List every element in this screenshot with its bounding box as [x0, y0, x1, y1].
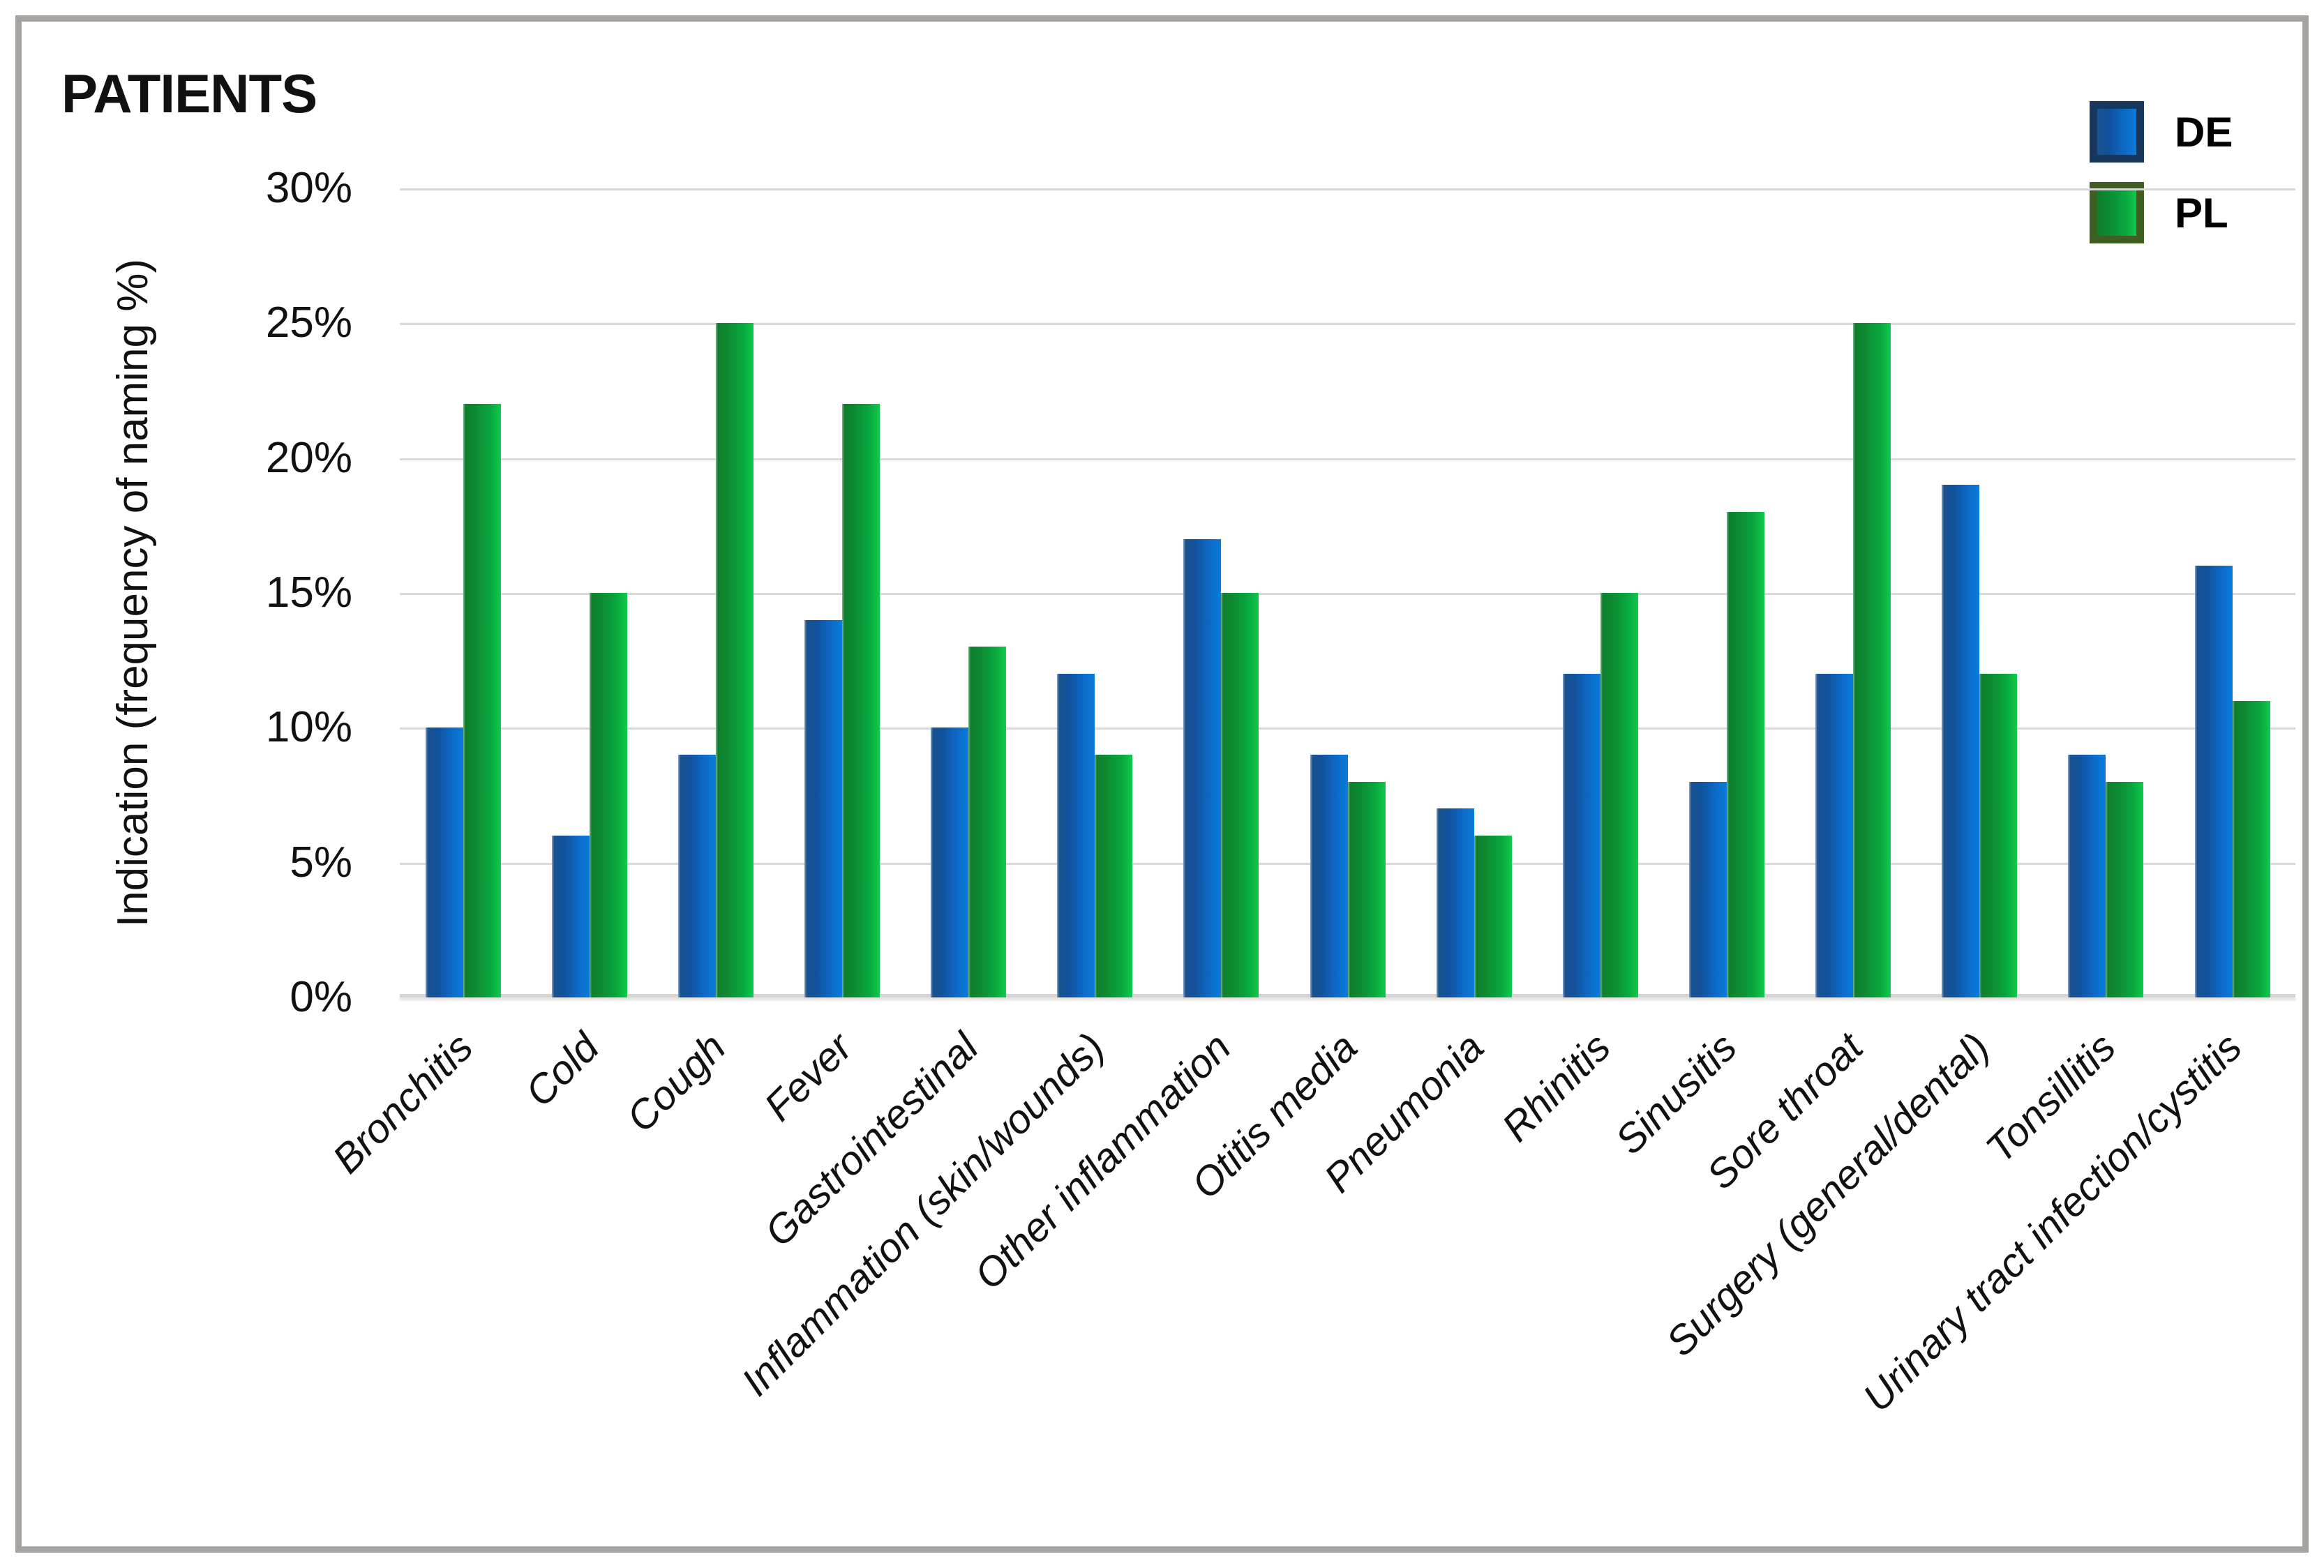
- gridline: [400, 188, 2295, 190]
- y-tick-label: 0%: [290, 973, 352, 1021]
- bar-pl: [1347, 781, 1386, 997]
- bar-de: [1057, 674, 1095, 997]
- y-axis-title-text: Indication (frequency of naming %): [108, 258, 157, 928]
- bar-group: [1284, 188, 1411, 997]
- bar-group: [652, 188, 779, 997]
- bar-group: [1158, 188, 1284, 997]
- gridline: [400, 458, 2295, 460]
- bar-de: [1183, 538, 1222, 997]
- legend-item-pl: PL: [2090, 181, 2233, 245]
- category-label: Fever: [755, 1024, 861, 1130]
- category-label: Cold: [517, 1024, 608, 1116]
- bar-group: [526, 188, 652, 997]
- category-label: Cough: [617, 1024, 735, 1141]
- de-legend-swatch-icon: [2090, 101, 2144, 163]
- bar-pl: [1726, 512, 1764, 997]
- bar-de: [1688, 781, 1727, 997]
- y-tick-label: 5%: [290, 838, 352, 887]
- bar-pl: [1979, 674, 2018, 997]
- chart-frame: PATIENTS DE PL Indication (frequency of …: [15, 15, 2309, 1553]
- bar-de: [2194, 566, 2233, 997]
- bar-pl: [841, 404, 880, 997]
- legend-item-de: DE: [2090, 100, 2233, 164]
- bar-de: [425, 728, 463, 997]
- legend-label-pl: PL: [2175, 189, 2228, 236]
- bar-group: [1663, 188, 1790, 997]
- bar-group: [1411, 188, 1537, 997]
- x-axis-labels: Bronchitis Cold Cough Fever Gastrointestinal…: [324, 1024, 2295, 1540]
- category-label: Bronchitis: [324, 1024, 482, 1182]
- legend: DE PL: [2090, 100, 2233, 262]
- legend-label-de: DE: [2175, 108, 2233, 156]
- bar-groups: [400, 188, 2295, 997]
- bar-pl: [1221, 593, 1259, 997]
- bar-de: [1562, 674, 1600, 997]
- bar-pl: [463, 404, 501, 997]
- bar-group: [906, 188, 1032, 997]
- plot-area: [400, 188, 2295, 997]
- bar-pl: [1474, 836, 1512, 997]
- bar-de: [1436, 808, 1474, 997]
- bar-de: [1310, 755, 1348, 997]
- gridline: [400, 593, 2295, 595]
- y-tick-label: 25%: [265, 299, 352, 347]
- y-axis-ticks: 30% 25% 20% 15% 10% 5% 0%: [197, 164, 352, 1021]
- bar-de: [931, 728, 969, 997]
- bar-group: [400, 188, 526, 997]
- pl-legend-swatch-icon: [2090, 182, 2144, 243]
- chart-title: PATIENTS: [61, 63, 317, 124]
- bar-group: [2169, 188, 2295, 997]
- bar-pl: [1095, 755, 1133, 997]
- bar-pl: [1853, 323, 1891, 997]
- y-tick-label: 20%: [265, 433, 352, 482]
- bar-de: [1942, 485, 1980, 997]
- gridline: [400, 728, 2295, 730]
- bar-de: [677, 755, 716, 997]
- y-tick-label: 10%: [265, 703, 352, 752]
- y-tick-label: 30%: [265, 164, 352, 212]
- category-label: Gastrointestinal: [756, 1024, 987, 1256]
- bar-pl: [589, 593, 627, 997]
- gridline: [400, 323, 2295, 326]
- bar-group: [1790, 188, 1917, 997]
- category-label: Rhinitis: [1493, 1024, 1619, 1151]
- bar-pl: [1600, 593, 1638, 997]
- bar-de: [804, 619, 842, 997]
- bar-pl: [715, 323, 754, 997]
- bar-pl: [968, 647, 1007, 997]
- bar-group: [1917, 188, 2043, 997]
- bar-de: [1815, 674, 1854, 997]
- bar-pl: [2232, 700, 2270, 997]
- bar-pl: [2106, 781, 2144, 997]
- bar-de: [2068, 755, 2106, 997]
- bar-group: [779, 188, 905, 997]
- bar-group: [2043, 188, 2169, 997]
- y-tick-label: 15%: [265, 568, 352, 617]
- bar-group: [1537, 188, 1663, 997]
- y-axis-title: Indication (frequency of naming %): [103, 188, 163, 997]
- bar-group: [1032, 188, 1158, 997]
- bar-de: [551, 836, 590, 997]
